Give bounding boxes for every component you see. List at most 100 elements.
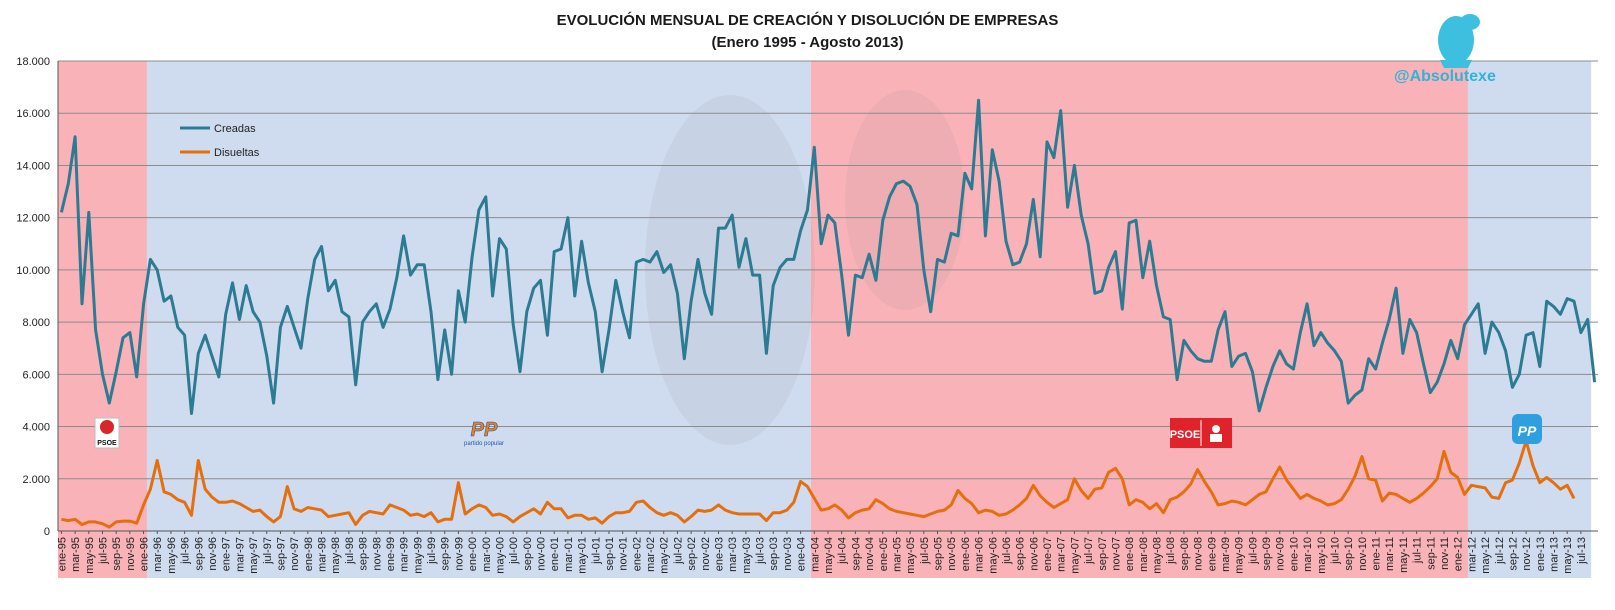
x-tick-label: ene-96 — [139, 537, 151, 571]
x-tick-label: sep-96 — [193, 537, 205, 571]
x-tick-label: nov-98 — [371, 537, 383, 571]
x-tick-label: ene-04 — [796, 537, 808, 571]
x-tick-label: sep-12 — [1507, 537, 1519, 571]
x-tick-label: ene-95 — [56, 537, 68, 571]
x-tick-label: ene-13 — [1535, 537, 1547, 571]
x-tick-label: mar-00 — [481, 537, 493, 572]
x-tick-label: may-07 — [1069, 537, 1081, 574]
y-tick-label: 10.000 — [16, 265, 50, 277]
y-tick-label: 12.000 — [16, 213, 50, 225]
legend: Creadas Disueltas — [180, 123, 260, 159]
x-tick-label: may-96 — [166, 537, 178, 574]
x-tick-label: ene-05 — [878, 537, 890, 571]
x-tick-label: may-05 — [905, 537, 917, 574]
x-tick-label: mar-09 — [1220, 537, 1232, 572]
x-tick-label: mar-96 — [152, 537, 164, 572]
x-tick-label: ene-97 — [221, 537, 233, 571]
legend-label-creadas: Creadas — [214, 123, 256, 135]
x-tick-label: may-04 — [823, 537, 835, 574]
x-tick-label: nov-12 — [1521, 537, 1533, 571]
x-tick-label: nov-09 — [1275, 537, 1287, 571]
x-tick-label: mar-05 — [891, 537, 903, 572]
x-tick-label: nov-02 — [700, 537, 712, 571]
x-tick-label: jul-10 — [1329, 537, 1341, 565]
x-tick-label: nov-00 — [536, 537, 548, 571]
x-tick-label: mar-11 — [1384, 537, 1396, 571]
x-tick-label: jul-97 — [262, 537, 274, 565]
x-tick-label: may-09 — [1234, 537, 1246, 574]
x-tick-label: jul-03 — [755, 537, 767, 565]
x-tick-label: jul-11 — [1412, 537, 1424, 564]
x-tick-label: may-00 — [494, 537, 506, 574]
x-tick-label: sep-08 — [1179, 537, 1191, 571]
x-tick-label: mar-13 — [1549, 537, 1561, 572]
x-tick-label: jul-98 — [344, 537, 356, 565]
x-tick-label: jul-05 — [919, 537, 931, 565]
x-tick-label: nov-95 — [125, 537, 137, 571]
x-tick-label: may-99 — [412, 537, 424, 574]
x-tick-label: may-10 — [1316, 537, 1328, 574]
x-tick-label: nov-10 — [1357, 537, 1369, 571]
x-tick-label: sep-11 — [1425, 537, 1437, 570]
series-lines — [59, 98, 1597, 529]
x-axis-ticks: ene-95 mar-95 may-95 jul-95 sep-95 nov-95 ene-… — [56, 531, 1588, 574]
x-tick-label: jul-95 — [97, 537, 109, 565]
chart-subtitle: (Enero 1995 - Agosto 2013) — [711, 34, 904, 51]
x-tick-label: mar-06 — [974, 537, 986, 572]
band-psoe-2 — [810, 61, 1468, 578]
psoe-logo-1995: PSOE — [94, 417, 120, 449]
x-tick-label: may-95 — [84, 537, 96, 574]
x-tick-label: sep-01 — [604, 537, 616, 571]
x-tick-label: sep-10 — [1343, 537, 1355, 571]
x-tick-label: may-01 — [577, 537, 589, 574]
x-tick-label: ene-06 — [960, 537, 972, 571]
series-line-creadas — [59, 98, 1597, 415]
x-tick-label: mar-10 — [1302, 537, 1314, 572]
x-tick-label: jul-00 — [508, 537, 520, 565]
y-tick-label: 4.000 — [22, 422, 50, 434]
x-tick-label: jul-13 — [1576, 537, 1588, 565]
y-tick-label: 0 — [44, 526, 50, 538]
series-line-disueltas — [61, 439, 1576, 529]
x-tick-label: may-97 — [248, 537, 260, 574]
x-tick-label: may-12 — [1480, 537, 1492, 574]
x-tick-label: ene-07 — [1042, 537, 1054, 571]
psoe-logo-2004: PSOE — [1170, 418, 1232, 448]
x-tick-label: ene-00 — [467, 537, 479, 571]
x-tick-label: may-08 — [1152, 537, 1164, 574]
x-tick-label: mar-97 — [234, 537, 246, 572]
x-tick-label: mar-07 — [1056, 537, 1068, 572]
y-tick-label: 14.000 — [16, 160, 50, 172]
x-tick-label: mar-12 — [1466, 537, 1478, 572]
x-tick-label: mar-08 — [1138, 537, 1150, 572]
x-tick-label: nov-03 — [782, 537, 794, 571]
psoe-logo-1995-text: PSOE — [97, 440, 117, 447]
x-tick-label: ene-09 — [1206, 537, 1218, 571]
chart-title-block: EVOLUCIÓN MENSUAL DE CREACIÓN Y DISOLUCI… — [0, 10, 1615, 54]
y-tick-label: 2.000 — [22, 474, 50, 486]
x-tick-label: sep-05 — [933, 537, 945, 571]
x-tick-label: jul-09 — [1247, 537, 1259, 565]
x-tick-label: sep-04 — [850, 537, 862, 571]
author-handle: @Absolutexe — [1394, 68, 1496, 85]
x-tick-label: jul-06 — [1001, 537, 1013, 565]
x-tick-label: nov-08 — [1193, 537, 1205, 571]
x-tick-label: nov-96 — [207, 537, 219, 571]
x-tick-label: ene-12 — [1453, 537, 1465, 571]
chart-title: EVOLUCIÓN MENSUAL DE CREACIÓN Y DISOLUCI… — [556, 12, 1059, 29]
x-tick-label: mar-99 — [399, 537, 411, 572]
x-tick-label: ene-98 — [303, 537, 315, 571]
x-tick-label: may-98 — [330, 537, 342, 574]
x-tick-label: jul-12 — [1494, 537, 1506, 565]
pp-logo-2011: PP — [1512, 414, 1542, 444]
x-tick-label: jul-04 — [837, 537, 849, 565]
x-tick-label: sep-06 — [1015, 537, 1027, 571]
y-tick-label: 18.000 — [16, 56, 50, 68]
y-tick-label: 16.000 — [16, 108, 50, 120]
x-tick-label: nov-99 — [453, 537, 465, 571]
legend-label-disueltas: Disueltas — [214, 147, 260, 159]
x-tick-label: mar-04 — [809, 537, 821, 572]
x-tick-label: jul-99 — [426, 537, 438, 565]
x-tick-label: jul-96 — [180, 537, 192, 565]
